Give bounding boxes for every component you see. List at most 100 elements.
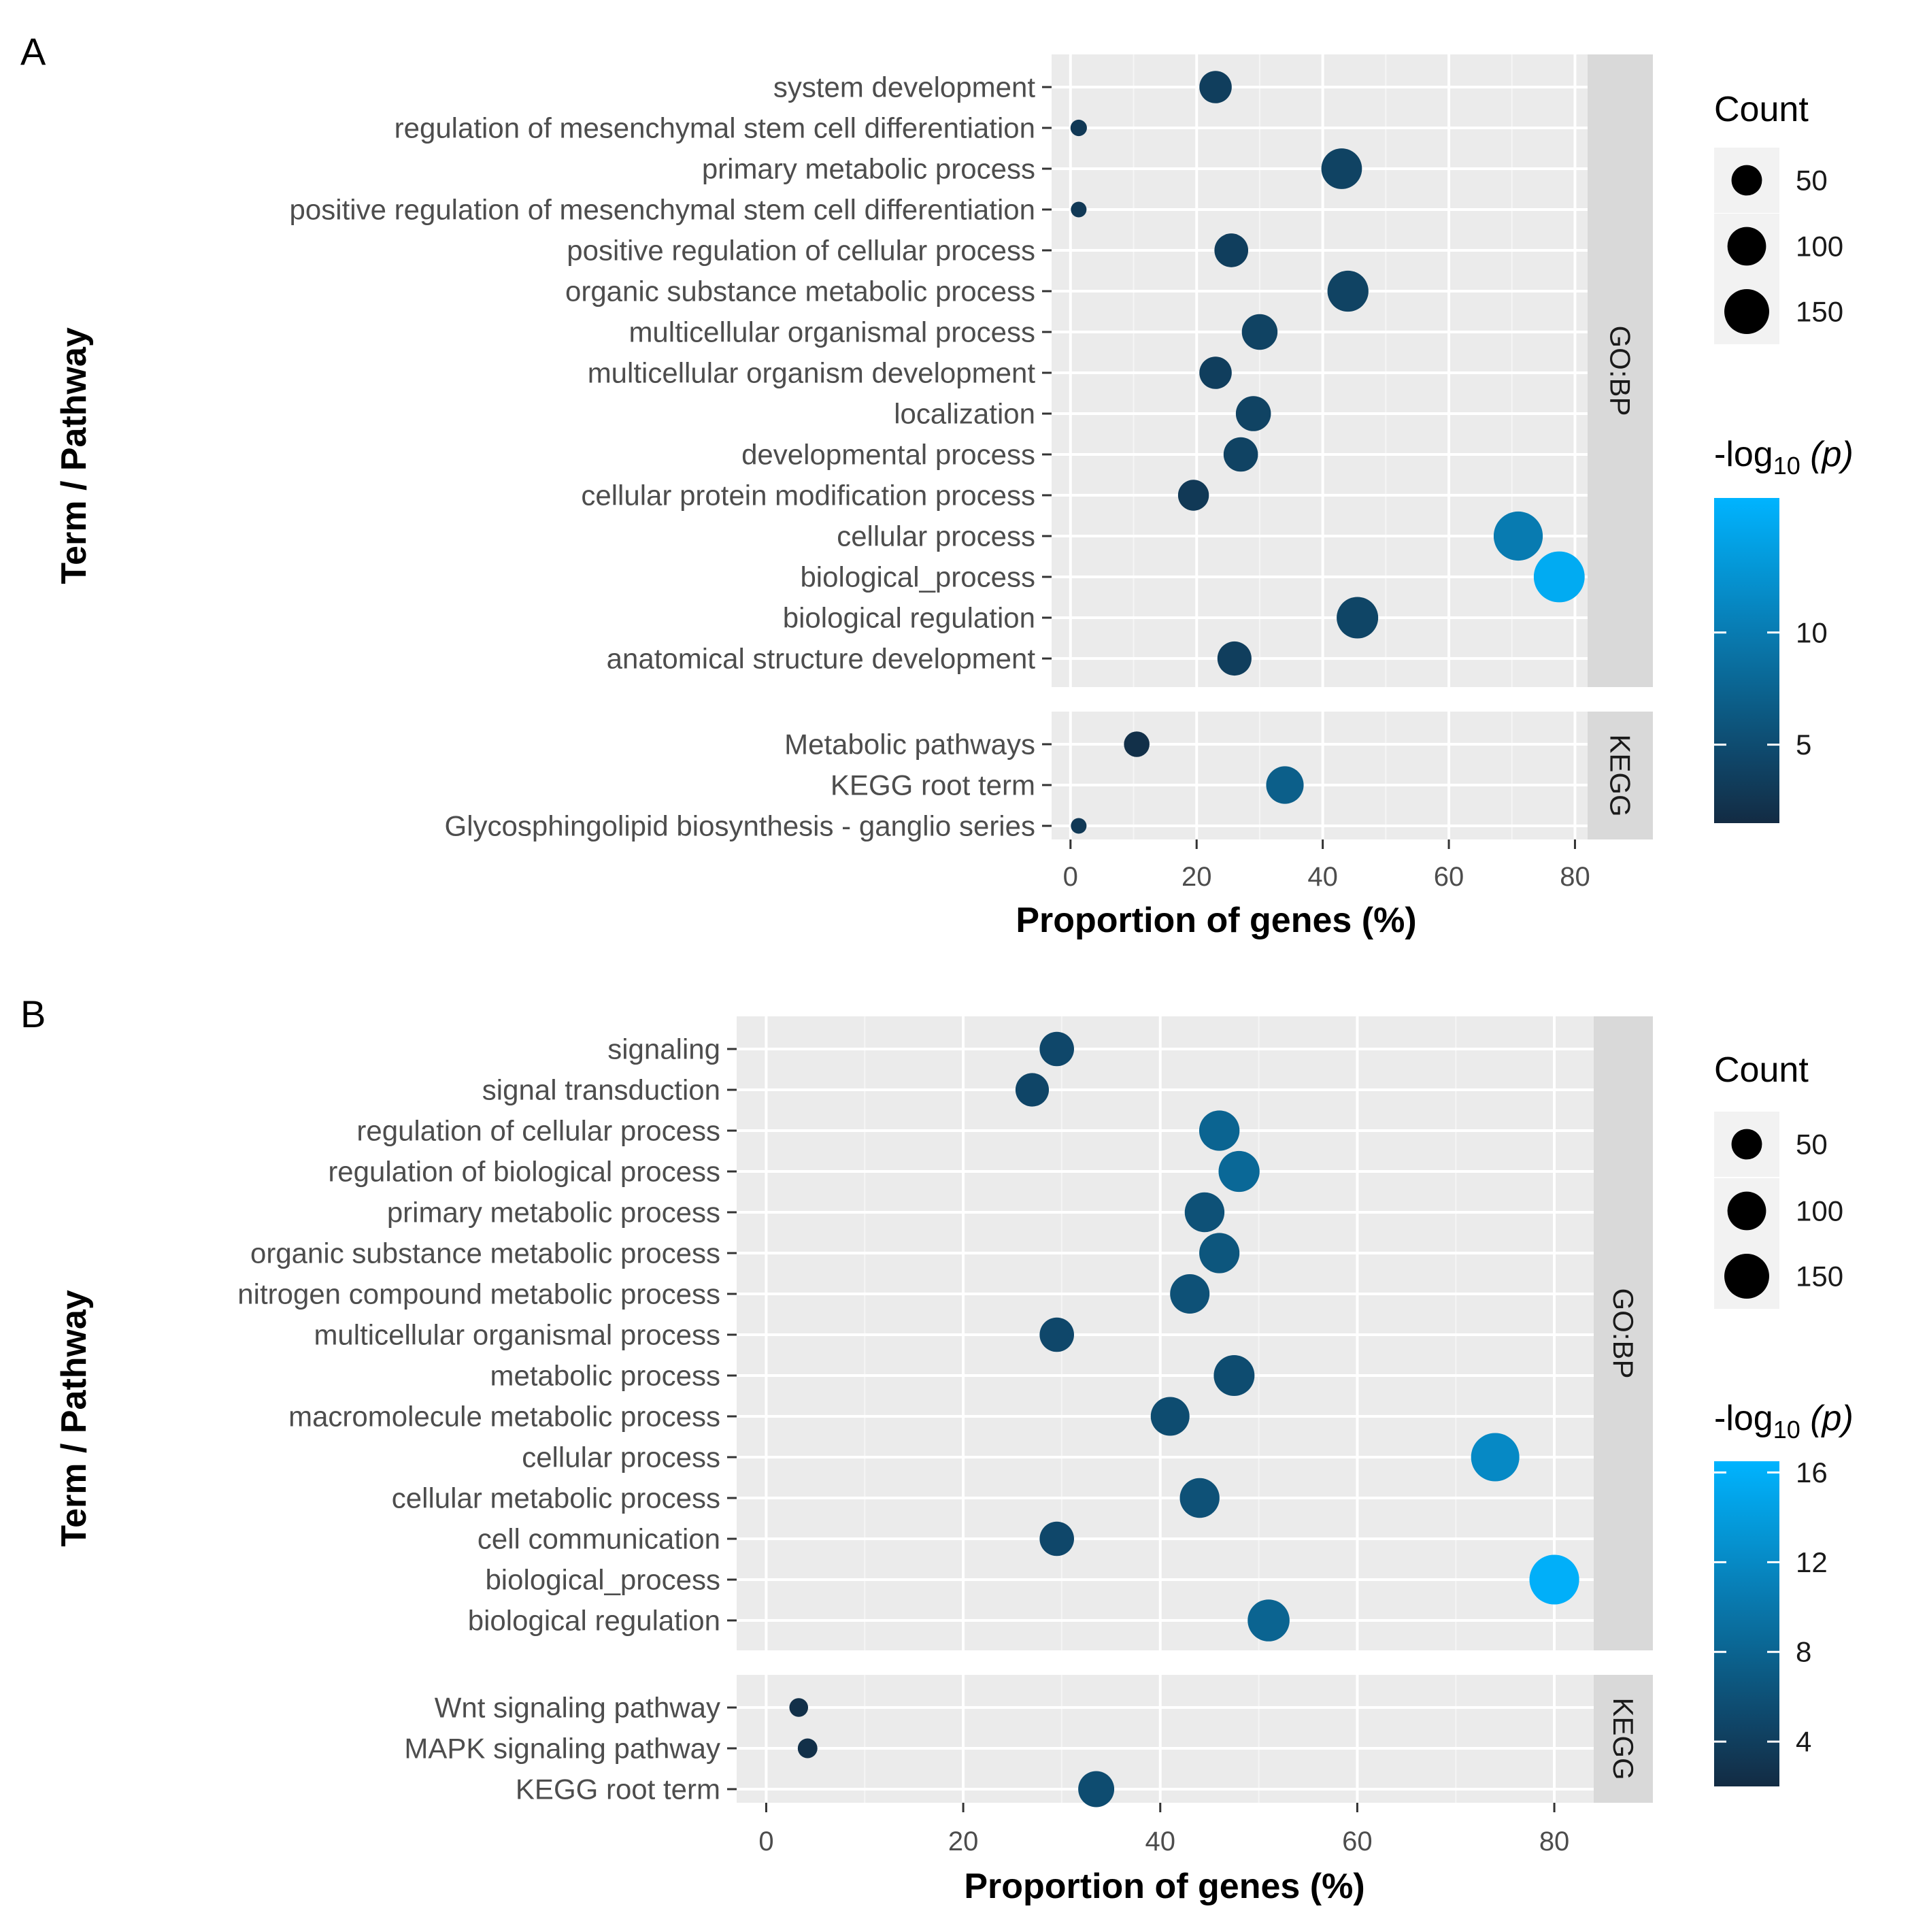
colorbar xyxy=(1714,1461,1779,1786)
plot-background xyxy=(1052,712,1588,839)
data-point xyxy=(1327,270,1369,312)
colorbar-label: 12 xyxy=(1796,1546,1828,1578)
term-label: organic substance metabolic process xyxy=(250,1237,720,1269)
colorbar-label: 16 xyxy=(1796,1456,1828,1488)
data-point xyxy=(1199,1110,1240,1151)
data-point xyxy=(1471,1433,1520,1482)
facet-strip xyxy=(1588,54,1653,687)
size-legend-label: 50 xyxy=(1796,165,1828,197)
data-point xyxy=(1199,356,1232,389)
facet-strip-label: KEGG xyxy=(1607,1697,1639,1780)
term-label: multicellular organism development xyxy=(588,357,1036,389)
data-point xyxy=(1533,551,1585,603)
term-label: positive regulation of mesenchymal stem … xyxy=(290,194,1035,226)
term-label: multicellular organismal process xyxy=(629,316,1035,348)
term-label: nitrogen compound metabolic process xyxy=(237,1278,720,1310)
data-point xyxy=(1223,437,1258,472)
size-legend-dot xyxy=(1731,165,1762,196)
data-point xyxy=(1247,1599,1290,1642)
color-legend-title: -log10 (p) xyxy=(1714,435,1854,480)
data-point xyxy=(1150,1397,1190,1436)
data-point xyxy=(1217,641,1252,676)
term-label: regulation of cellular process xyxy=(356,1115,720,1147)
size-legend-label: 150 xyxy=(1796,296,1843,328)
term-label: positive regulation of cellular process xyxy=(567,235,1035,267)
facet-strip xyxy=(1594,1016,1653,1650)
data-point xyxy=(1337,597,1379,639)
term-label: primary metabolic process xyxy=(702,153,1035,185)
data-point xyxy=(1070,119,1087,137)
data-point xyxy=(1266,766,1304,804)
panel-label: A xyxy=(20,30,46,73)
color-legend-title-main: -log xyxy=(1714,1399,1773,1438)
size-legend-label: 50 xyxy=(1796,1129,1828,1161)
term-label: biological regulation xyxy=(468,1605,720,1637)
data-point xyxy=(1529,1554,1579,1605)
facet-gobp: GO:BP system development regulation of mes… xyxy=(290,54,1653,687)
color-legend-title-main: -log xyxy=(1714,435,1773,474)
data-point xyxy=(1170,1273,1210,1314)
size-legend-label: 100 xyxy=(1796,1195,1843,1227)
x-tick-label: 20 xyxy=(1182,862,1212,892)
term-label: system development xyxy=(773,71,1036,103)
term-label: cellular process xyxy=(522,1442,720,1473)
data-point xyxy=(1039,1521,1074,1556)
x-tick-label: 20 xyxy=(948,1827,979,1856)
facet-strip xyxy=(1588,712,1653,839)
color-legend-title-sub: 10 xyxy=(1773,1416,1800,1444)
colorbar-label: 5 xyxy=(1796,729,1811,761)
facet-strip-label: GO:BP xyxy=(1607,1288,1639,1378)
size-legend-label: 100 xyxy=(1796,231,1843,263)
term-label: cellular protein modification process xyxy=(581,480,1035,512)
x-tick-label: 40 xyxy=(1307,862,1338,892)
data-point xyxy=(1493,511,1543,561)
term-label: biological_process xyxy=(485,1564,720,1596)
term-label: biological_process xyxy=(800,561,1035,593)
size-legend-label: 150 xyxy=(1796,1261,1843,1293)
colorbar-label: 8 xyxy=(1796,1636,1811,1668)
data-point xyxy=(1039,1031,1074,1067)
facet-strip xyxy=(1594,1675,1653,1803)
term-label: anatomical structure development xyxy=(607,643,1036,675)
data-point xyxy=(1321,148,1362,189)
data-point xyxy=(1213,1355,1255,1396)
data-point xyxy=(789,1698,809,1717)
colorbar xyxy=(1714,498,1779,823)
term-label: Glycosphingolipid biosynthesis - ganglio… xyxy=(445,810,1035,842)
x-tick-label: 60 xyxy=(1434,862,1464,892)
data-point xyxy=(797,1738,818,1759)
data-point xyxy=(1124,731,1150,757)
color-legend-title-suffix: (p) xyxy=(1800,435,1854,474)
data-point xyxy=(1071,201,1087,218)
color-legend-title-sub: 10 xyxy=(1773,452,1800,480)
x-axis-title: Proportion of genes (%) xyxy=(964,1867,1364,1906)
size-legend-dot xyxy=(1724,289,1769,334)
size-legend-dot xyxy=(1727,1191,1766,1231)
term-label: signaling xyxy=(607,1033,720,1065)
data-point xyxy=(1184,1192,1225,1233)
plot-background xyxy=(737,1675,1594,1803)
x-tick-label: 0 xyxy=(1063,862,1078,892)
term-label: primary metabolic process xyxy=(387,1197,720,1229)
x-axis-title: Proportion of genes (%) xyxy=(1016,901,1416,940)
data-point xyxy=(1235,396,1271,431)
term-label: cellular process xyxy=(837,520,1035,552)
term-label: signal transduction xyxy=(482,1074,720,1106)
data-point xyxy=(1179,1478,1220,1518)
term-label: Wnt signaling pathway xyxy=(435,1692,720,1724)
facet-kegg: KEGG Metabolic pathways KEGG root term Glyc… xyxy=(445,712,1653,842)
term-label: cellular metabolic process xyxy=(392,1482,720,1514)
x-tick-label: 80 xyxy=(1560,862,1590,892)
term-label: localization xyxy=(894,398,1035,430)
facet-strip-label: KEGG xyxy=(1605,734,1637,816)
term-label: multicellular organismal process xyxy=(314,1319,720,1351)
term-label: MAPK signaling pathway xyxy=(404,1733,720,1765)
term-label: regulation of biological process xyxy=(328,1156,720,1188)
panel-a: A GO:BP system development regulation of me… xyxy=(20,30,1854,940)
facet-strip-label: GO:BP xyxy=(1605,325,1637,416)
data-point xyxy=(1177,480,1209,511)
term-label: KEGG root term xyxy=(516,1773,720,1805)
data-point xyxy=(1078,1771,1115,1808)
color-legend-title: -log10 (p) xyxy=(1714,1399,1854,1444)
term-label: regulation of mesenchymal stem cell diff… xyxy=(395,112,1035,144)
